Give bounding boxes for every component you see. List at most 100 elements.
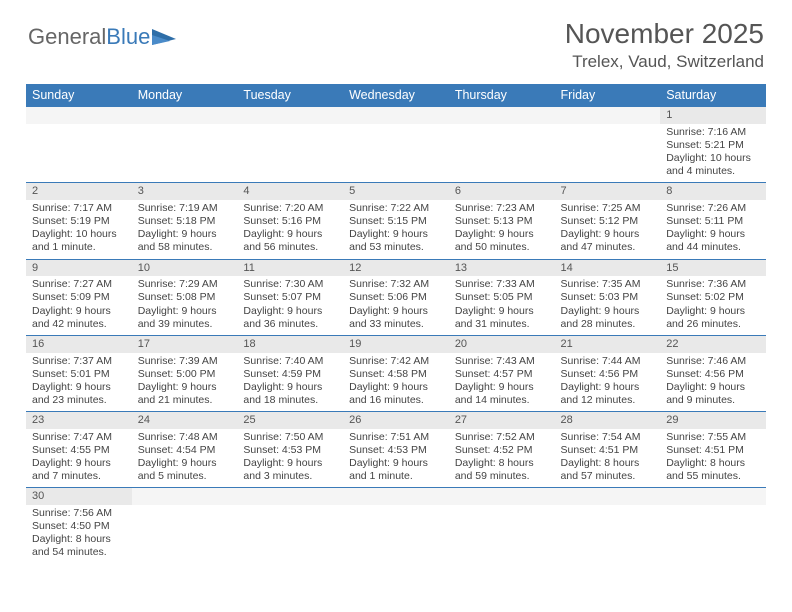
day-number: 2: [26, 183, 132, 200]
day-detail: Sunrise: 7:43 AMSunset: 4:57 PMDaylight:…: [449, 353, 555, 412]
day-detail: Sunrise: 7:51 AMSunset: 4:53 PMDaylight:…: [343, 429, 449, 488]
day-detail: Sunrise: 7:29 AMSunset: 5:08 PMDaylight:…: [132, 276, 238, 335]
day-number: 24: [132, 412, 238, 429]
day-number: 9: [26, 259, 132, 276]
day-detail-row: Sunrise: 7:37 AMSunset: 5:01 PM Daylight:…: [26, 353, 766, 412]
sunset-line: Sunset: 5:00 PM: [138, 368, 232, 381]
sunrise-line: Sunrise: 7:36 AM: [666, 278, 760, 291]
sunrise-line: Sunrise: 7:48 AM: [138, 431, 232, 444]
day-number: 7: [555, 183, 661, 200]
sunset-line: Sunset: 4:56 PM: [666, 368, 760, 381]
day-detail: Sunrise: 7:33 AMSunset: 5:05 PMDaylight:…: [449, 276, 555, 335]
title-block: November 2025 Trelex, Vaud, Switzerland: [565, 18, 764, 72]
day-detail: Sunrise: 7:16 AMSunset: 5:21 PMDaylight:…: [660, 124, 766, 183]
day-detail: Sunrise: 7:40 AMSunset: 4:59 PMDaylight:…: [237, 353, 343, 412]
empty-day-detail: [132, 124, 238, 183]
sunrise-line: Sunrise: 7:37 AM: [32, 355, 126, 368]
day-detail: Sunrise: 7:32 AMSunset: 5:06 PMDaylight:…: [343, 276, 449, 335]
day-detail-row: Sunrise: 7:16 AMSunset: 5:21 PMDaylight:…: [26, 124, 766, 183]
day-detail: Sunrise: 7:52 AMSunset: 4:52 PMDaylight:…: [449, 429, 555, 488]
day-number: 30: [26, 488, 132, 505]
empty-day-detail: [449, 505, 555, 564]
day-number: 8: [660, 183, 766, 200]
sunset-line: Sunset: 5:06 PM: [349, 291, 443, 304]
daylight-line: Daylight: 9 hours and 3 minutes.: [243, 457, 337, 483]
day-number: 25: [237, 412, 343, 429]
day-detail-row: Sunrise: 7:47 AMSunset: 4:55 PMDaylight:…: [26, 429, 766, 488]
daylight-line: Daylight: 9 hours and 50 minutes.: [455, 228, 549, 254]
day-header: Tuesday: [237, 84, 343, 107]
daylight-line: Daylight: 9 hours and 42 minutes.: [32, 305, 126, 331]
sunset-line: Sunset: 4:57 PM: [455, 368, 549, 381]
sunset-line: Sunset: 5:09 PM: [32, 291, 126, 304]
day-detail: Sunrise: 7:44 AMSunset: 4:56 PMDaylight:…: [555, 353, 661, 412]
empty-day-detail: [132, 505, 238, 564]
day-number: 18: [237, 335, 343, 352]
daylight-line: Daylight: 10 hours and 4 minutes.: [666, 152, 760, 178]
sunset-line: Sunset: 4:59 PM: [243, 368, 337, 381]
page-subtitle: Trelex, Vaud, Switzerland: [565, 52, 764, 72]
daylight-line: Daylight: 9 hours and 36 minutes.: [243, 305, 337, 331]
day-detail-row: Sunrise: 7:27 AMSunset: 5:09 PMDaylight:…: [26, 276, 766, 335]
daylight-line: Daylight: 9 hours and 26 minutes.: [666, 305, 760, 331]
sunset-line: Sunset: 5:13 PM: [455, 215, 549, 228]
daylight-line: Daylight: 9 hours and 18 minutes.: [243, 381, 337, 407]
day-detail: Sunrise: 7:46 AMSunset: 4:56 PMDaylight:…: [660, 353, 766, 412]
day-number-row: 23242526272829: [26, 412, 766, 429]
empty-day-number: [237, 488, 343, 505]
empty-day-detail: [555, 124, 661, 183]
empty-day-number: [555, 488, 661, 505]
logo-text-2: Blue: [106, 24, 150, 50]
empty-day-number: [555, 107, 661, 124]
day-number-row: 2345678: [26, 183, 766, 200]
daylight-line: Daylight: 9 hours and 44 minutes.: [666, 228, 760, 254]
sunset-line: Sunset: 5:02 PM: [666, 291, 760, 304]
daylight-line: Daylight: 9 hours and 14 minutes.: [455, 381, 549, 407]
empty-day-number: [343, 488, 449, 505]
empty-day-number: [449, 488, 555, 505]
day-number: 10: [132, 259, 238, 276]
day-number: 3: [132, 183, 238, 200]
calendar-header-row: SundayMondayTuesdayWednesdayThursdayFrid…: [26, 84, 766, 107]
logo: GeneralBlue: [28, 24, 178, 50]
sunset-line: Sunset: 4:58 PM: [349, 368, 443, 381]
day-number: 23: [26, 412, 132, 429]
sunrise-line: Sunrise: 7:55 AM: [666, 431, 760, 444]
logo-text-1: General: [28, 24, 106, 50]
daylight-line: Daylight: 9 hours and 9 minutes.: [666, 381, 760, 407]
sunrise-line: Sunrise: 7:52 AM: [455, 431, 549, 444]
day-header: Monday: [132, 84, 238, 107]
day-number: 1: [660, 107, 766, 124]
sunset-line: Sunset: 5:11 PM: [666, 215, 760, 228]
daylight-line: Daylight: 9 hours and 21 minutes.: [138, 381, 232, 407]
day-number: 26: [343, 412, 449, 429]
sunrise-line: Sunrise: 7:54 AM: [561, 431, 655, 444]
sunset-line: Sunset: 4:54 PM: [138, 444, 232, 457]
daylight-line: Daylight: 9 hours and 58 minutes.: [138, 228, 232, 254]
sunset-line: Sunset: 5:18 PM: [138, 215, 232, 228]
sunrise-line: Sunrise: 7:42 AM: [349, 355, 443, 368]
sunset-line: Sunset: 5:12 PM: [561, 215, 655, 228]
day-header: Friday: [555, 84, 661, 107]
sunrise-line: Sunrise: 7:30 AM: [243, 278, 337, 291]
day-number: 21: [555, 335, 661, 352]
sunset-line: Sunset: 5:01 PM: [32, 368, 126, 381]
daylight-line: Daylight: 9 hours and 16 minutes.: [349, 381, 443, 407]
sunset-line: Sunset: 5:21 PM: [666, 139, 760, 152]
sunrise-line: Sunrise: 7:20 AM: [243, 202, 337, 215]
daylight-line: Daylight: 8 hours and 55 minutes.: [666, 457, 760, 483]
sunset-line: Sunset: 5:19 PM: [32, 215, 126, 228]
logo-flag-icon: [152, 27, 178, 47]
empty-day-number: [237, 107, 343, 124]
empty-day-detail: [449, 124, 555, 183]
daylight-line: Daylight: 9 hours and 47 minutes.: [561, 228, 655, 254]
day-number-row: 30: [26, 488, 766, 505]
sunset-line: Sunset: 5:03 PM: [561, 291, 655, 304]
day-number: 15: [660, 259, 766, 276]
day-detail: Sunrise: 7:25 AMSunset: 5:12 PMDaylight:…: [555, 200, 661, 259]
day-header: Thursday: [449, 84, 555, 107]
sunset-line: Sunset: 4:51 PM: [666, 444, 760, 457]
day-number: 19: [343, 335, 449, 352]
empty-day-number: [132, 488, 238, 505]
sunrise-line: Sunrise: 7:33 AM: [455, 278, 549, 291]
